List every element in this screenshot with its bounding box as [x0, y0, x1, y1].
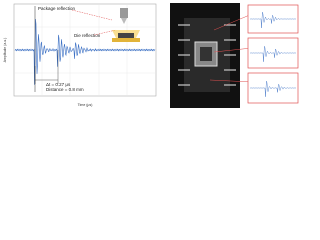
arrow — [71, 9, 113, 21]
distance: Distance = 0.8 mm — [46, 87, 84, 92]
die-label: Die reflection — [74, 33, 101, 38]
package-label: Package reflection — [38, 6, 76, 11]
figure: Amplitude (a.u.) Time (μs) Package refle… — [3, 3, 299, 108]
callout-lines — [209, 13, 253, 83]
inset-wave — [249, 12, 297, 28]
transducer-sketch — [112, 8, 140, 42]
marker — [34, 6, 36, 92]
inset-wave — [249, 81, 297, 97]
chip-image — [178, 18, 236, 92]
arrow — [93, 29, 117, 36]
inset-waves — [249, 12, 297, 97]
inset-wave — [249, 46, 297, 62]
x-axis-label: Time (μs) — [78, 103, 93, 107]
y-axis-label: Amplitude (a.u.) — [3, 38, 7, 63]
delta-t: Δt = 0.27 μs — [46, 82, 71, 87]
waveform — [14, 18, 156, 85]
